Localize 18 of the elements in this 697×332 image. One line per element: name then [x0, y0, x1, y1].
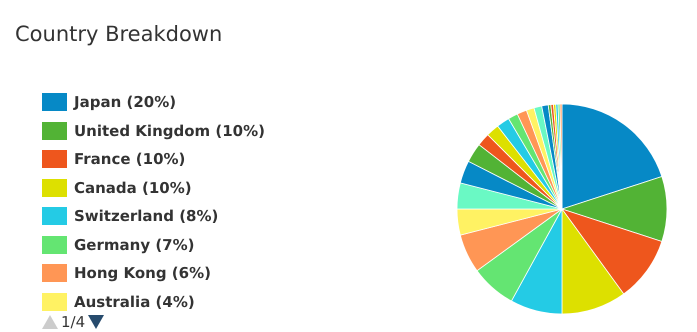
data-label: (10%)	[215, 122, 266, 140]
legend-label: Australia	[74, 292, 150, 311]
data-label: (4%)	[156, 292, 195, 311]
legend-label: Canada	[74, 178, 137, 197]
legend-label: United Kingdom	[74, 122, 210, 140]
text: 1/4	[61, 313, 86, 331]
data-label: (6%)	[172, 264, 211, 282]
legend-label: Switzerland	[74, 207, 174, 226]
legend-label: Hong Kong	[74, 264, 167, 282]
data-label: (10%)	[136, 150, 186, 168]
data-label: (20%)	[126, 93, 176, 112]
chart-title: Country Breakdown	[15, 22, 222, 46]
legend-label: Germany	[74, 236, 150, 254]
legend-label: France	[74, 150, 131, 168]
data-label: (8%)	[179, 207, 218, 226]
data-label: (10%)	[142, 178, 192, 197]
data-label: (7%)	[155, 236, 194, 254]
legend-label: Japan	[74, 93, 122, 112]
